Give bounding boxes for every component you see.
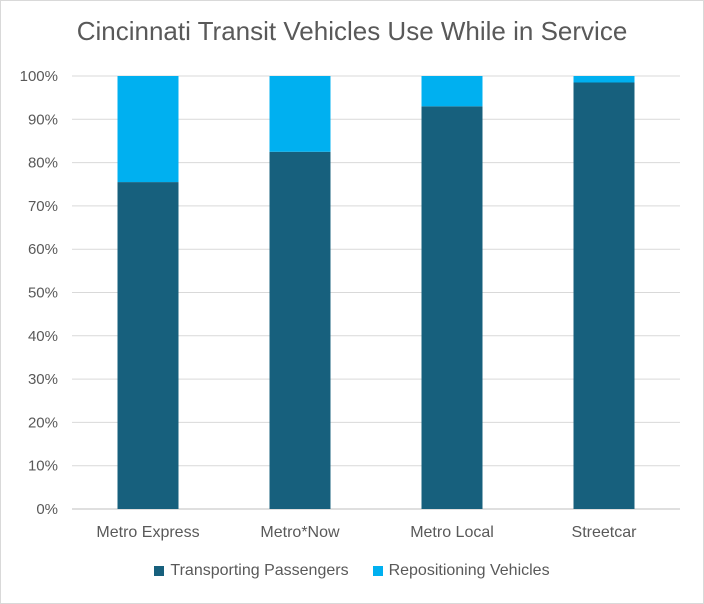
bar-repositioning-0 — [117, 76, 179, 183]
y-tick-label: 20% — [28, 414, 58, 431]
y-tick-label: 0% — [36, 501, 58, 518]
legend-swatch-transporting — [154, 566, 165, 576]
y-tick-label: 90% — [28, 111, 58, 128]
bar-repositioning-1 — [269, 76, 331, 152]
x-category-label: Metro Local — [410, 524, 494, 541]
x-category-label: Metro Express — [96, 524, 199, 541]
bar-repositioning-3 — [573, 76, 635, 83]
y-tick-label: 70% — [28, 198, 58, 215]
y-tick-label: 100% — [20, 68, 58, 85]
bar-repositioning-2 — [421, 76, 483, 107]
legend-label-transporting: Transporting Passengers — [170, 562, 349, 579]
x-category-label: Metro*Now — [260, 524, 340, 541]
chart-title: Cincinnati Transit Vehicles Use While in… — [76, 16, 628, 46]
bar-transporting-1 — [269, 151, 331, 509]
bar-transporting-0 — [117, 182, 179, 509]
y-axis: 0% 10% 20% 30% 40% 50% 60% 70% 80% 90% 100% — [20, 68, 58, 518]
y-tick-label: 50% — [28, 285, 58, 302]
legend-swatch-repositioning — [372, 566, 383, 576]
y-tick-label: 80% — [28, 155, 58, 172]
x-axis: Metro Express Metro*Now Metro Local Streetc… — [96, 524, 637, 541]
x-category-label: Streetcar — [572, 524, 638, 541]
y-tick-label: 60% — [28, 241, 58, 258]
bar-transporting-3 — [573, 82, 635, 510]
legend-item-transporting: Transporting Passengers — [154, 562, 349, 580]
y-tick-label: 30% — [28, 371, 58, 388]
bars — [117, 76, 635, 510]
y-tick-label: 40% — [28, 328, 58, 345]
y-tick-label: 10% — [28, 458, 58, 475]
legend: Transporting Passengers Repositioning Ve… — [0, 562, 704, 580]
legend-label-repositioning: Repositioning Vehicles — [388, 562, 550, 579]
legend-item-repositioning: Repositioning Vehicles — [372, 562, 550, 580]
bar-transporting-2 — [421, 106, 483, 509]
